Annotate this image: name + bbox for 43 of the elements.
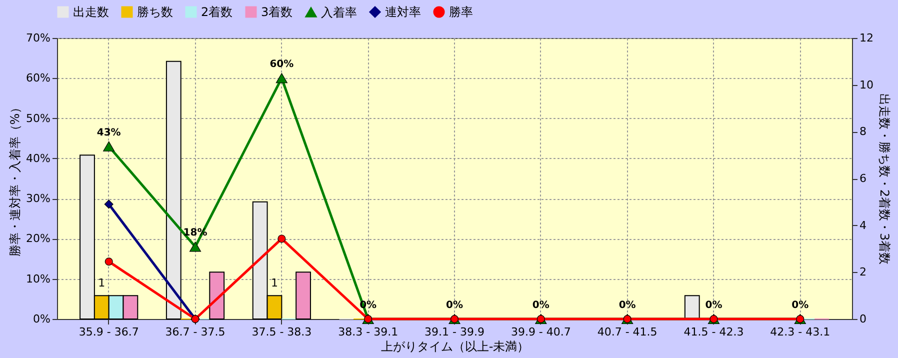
- y2-tick-label: 8: [860, 125, 866, 138]
- legend-label: 2着数: [201, 5, 233, 19]
- y-tick-label: 40%: [26, 152, 50, 165]
- y2-tick-label: 6: [860, 172, 866, 185]
- data-label: 1: [98, 276, 106, 290]
- legend-label: 勝率: [449, 5, 473, 19]
- y-tick-label: 0%: [33, 312, 50, 326]
- x-tick-label: 39.9 - 40.7: [510, 326, 571, 338]
- data-label: 1: [270, 276, 278, 290]
- x-tick-label: 42.3 - 43.1: [770, 326, 830, 338]
- data-label: 0%: [446, 300, 463, 311]
- y2-tick-label: 0: [860, 312, 866, 326]
- data-label: 60%: [270, 59, 294, 70]
- y-tick-label: 70%: [26, 32, 50, 44]
- x-tick-label: 40.7 - 41.5: [597, 326, 658, 338]
- y-tick-label: 60%: [26, 72, 50, 85]
- y2-tick-label: 4: [860, 218, 866, 232]
- legend-label: 出走数: [73, 5, 109, 19]
- y-axis-title: 勝率・連対率・入着率（%）: [8, 101, 22, 257]
- y-tick-label: 20%: [26, 232, 50, 246]
- data-label: 0%: [532, 300, 550, 311]
- x-tick-label: 35.9 - 36.7: [78, 326, 139, 338]
- data-label: 0%: [792, 300, 809, 311]
- y-tick-label: 50%: [26, 112, 50, 125]
- y-tick-label: 30%: [26, 192, 50, 206]
- x-tick-label: 37.5 - 38.3: [252, 326, 312, 338]
- y-tick-label: 10%: [26, 272, 50, 286]
- y2-tick-label: 12: [860, 32, 874, 44]
- legend-label: 3着数: [261, 5, 293, 19]
- legend-label: 入着率: [321, 5, 357, 20]
- y2-axis-title: 出走数・勝ち数・2着数・3着数: [877, 93, 892, 265]
- data-label: 0%: [618, 300, 636, 311]
- x-axis-title: 上がりタイム（以上-未満）: [380, 340, 530, 354]
- data-label: 0%: [705, 300, 722, 311]
- data-label: 43%: [96, 127, 121, 138]
- x-tick-label: 36.7 - 37.5: [165, 326, 226, 338]
- y2-tick-label: 10: [860, 78, 874, 92]
- y2-tick-label: 2: [860, 266, 866, 279]
- x-tick-label: 38.3 - 39.1: [338, 326, 398, 338]
- legend-label: 連対率: [385, 5, 421, 19]
- legend-label: 勝ち数: [137, 5, 173, 19]
- x-tick-label: 39.1 - 39.9: [424, 326, 484, 338]
- x-tick-label: 41.5 - 42.3: [684, 326, 744, 338]
